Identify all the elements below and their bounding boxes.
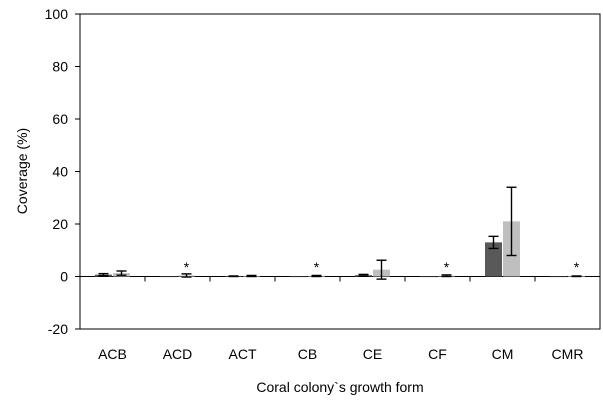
y-tick-label: 60 — [52, 111, 68, 127]
x-axis-title: Coral colony`s growth form — [256, 379, 423, 395]
y-tick-label: 0 — [60, 269, 68, 285]
bars — [95, 186, 585, 280]
y-tick-label: -20 — [48, 321, 68, 337]
x-tick-label: ACB — [98, 346, 127, 362]
significance-asterisk: * — [314, 259, 320, 275]
x-tick-label: CM — [492, 346, 514, 362]
x-tick-label: CB — [298, 346, 317, 362]
x-tick-label: CE — [363, 346, 382, 362]
significance-asterisk: * — [184, 259, 190, 275]
significance-asterisk: * — [574, 259, 580, 275]
x-tick-label: CMR — [552, 346, 584, 362]
bar-cm-s1 — [485, 242, 502, 277]
y-tick-label: 40 — [52, 164, 68, 180]
y-axis-title: Coverage (%) — [14, 128, 30, 214]
x-tick-label: CF — [428, 346, 447, 362]
bar-cmr-s1 — [550, 276, 567, 278]
significance-annotations: * * * * — [184, 259, 580, 275]
bar-acd-s1 — [160, 276, 177, 278]
y-tick-label: 80 — [52, 59, 68, 75]
bar-cb-s1 — [290, 276, 307, 278]
category-labels: ACB ACD ACT CB CE CF CM CMR — [98, 346, 583, 362]
y-tick-label: 100 — [45, 6, 69, 22]
y-tick-label: 20 — [52, 216, 68, 232]
plot-area-frame — [79, 13, 601, 330]
x-tick-label: ACT — [229, 346, 257, 362]
significance-asterisk: * — [444, 259, 450, 275]
bar-cf-s1 — [420, 276, 437, 278]
x-tick-label: ACD — [163, 346, 193, 362]
y-axis-ticks: -20 0 20 40 60 80 100 — [45, 6, 601, 337]
